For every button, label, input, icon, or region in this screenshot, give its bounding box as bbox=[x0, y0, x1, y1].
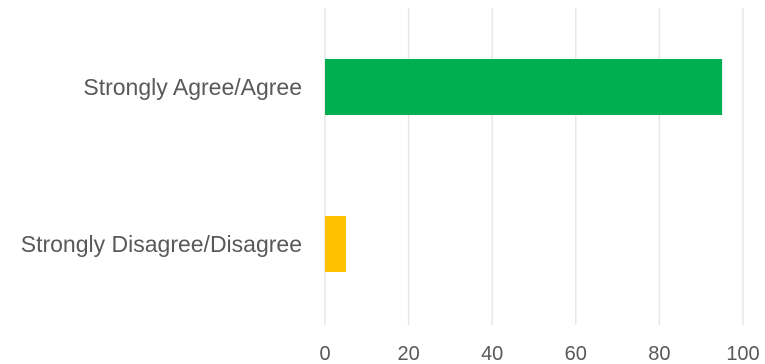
bar-agree bbox=[325, 59, 723, 115]
x-tick-label: 80 bbox=[648, 343, 670, 364]
category-label: Strongly Agree/Agree bbox=[83, 74, 302, 100]
bar-disagree bbox=[325, 216, 346, 272]
x-tick-label: 60 bbox=[565, 343, 587, 364]
x-tick-label: 40 bbox=[481, 343, 503, 364]
gridlines bbox=[324, 8, 744, 325]
category-label: Strongly Disagree/Disagree bbox=[21, 231, 302, 257]
x-tick-label: 100 bbox=[726, 343, 759, 364]
x-tick-label: 20 bbox=[397, 343, 419, 364]
x-tick-labels: 0 20 40 60 80 100 bbox=[319, 343, 759, 364]
bars bbox=[325, 59, 723, 272]
x-tick-label: 0 bbox=[319, 343, 330, 364]
category-labels: Strongly Agree/Agree Strongly Disagree/Di… bbox=[21, 74, 302, 257]
